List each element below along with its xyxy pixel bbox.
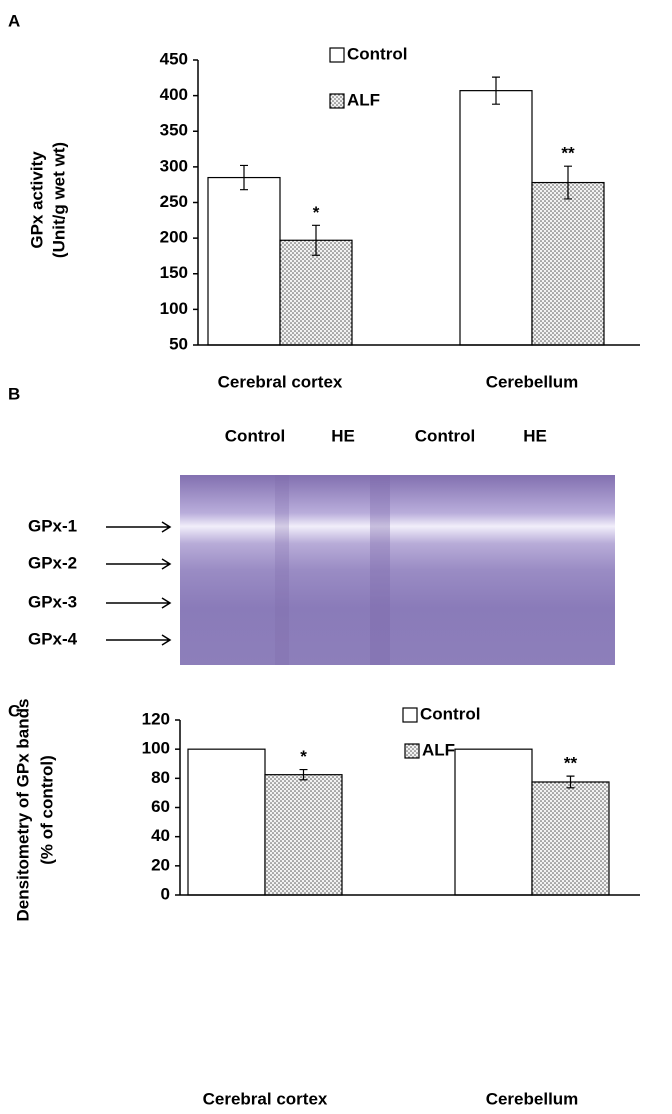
significance-mark: * — [313, 203, 320, 222]
y-axis-label: GPx activity — [27, 151, 46, 249]
legend-swatch — [329, 93, 345, 109]
arrows — [106, 521, 172, 646]
lane-label: HE — [331, 426, 355, 445]
bar — [187, 748, 266, 896]
gel-lane-gap — [275, 475, 289, 665]
band-label: GPx-1 — [28, 516, 77, 535]
error-bar — [312, 224, 320, 256]
panel-label: B — [8, 384, 20, 403]
y-tick-label: 100 — [160, 299, 188, 318]
lane-label: Control — [415, 426, 475, 445]
error-bar — [492, 76, 500, 105]
error-bar — [299, 768, 308, 781]
bar — [279, 239, 353, 346]
error-bar — [240, 164, 248, 191]
x-tick-label: Cerebral cortex — [218, 372, 343, 391]
panel-label: A — [8, 11, 20, 30]
x-tick-label: Cerebral cortex — [203, 1089, 328, 1108]
significance-mark: ** — [561, 144, 575, 163]
lane-label: HE — [523, 426, 547, 445]
bar — [454, 748, 533, 896]
legend-label: Control — [420, 704, 480, 723]
legend-label: Control — [347, 44, 407, 63]
y-axis-label: Densitometry of GPx bands — [13, 699, 32, 922]
legend-label: ALF — [347, 90, 380, 109]
y-tick-label: 350 — [160, 121, 188, 140]
error-bar — [566, 775, 575, 789]
y-tick-label: 80 — [151, 768, 170, 787]
bar — [264, 774, 343, 896]
band-label: GPx-3 — [28, 592, 77, 611]
y-axis-label: (% of control) — [37, 755, 56, 865]
x-tick-label: Cerebellum — [486, 1089, 579, 1108]
y-tick-label: 120 — [142, 709, 170, 728]
y-tick-label: 100 — [142, 739, 170, 758]
y-tick-label: 150 — [160, 263, 188, 282]
y-tick-label: 400 — [160, 85, 188, 104]
bar — [531, 781, 610, 896]
y-tick-label: 450 — [160, 49, 188, 68]
y-tick-label: 50 — [169, 334, 188, 353]
bar — [207, 176, 281, 346]
significance-mark: ** — [564, 754, 578, 773]
significance-mark: * — [300, 747, 307, 766]
y-tick-label: 40 — [151, 826, 170, 845]
gel-lane-gap — [370, 475, 390, 665]
y-tick-label: 300 — [160, 156, 188, 175]
legend-swatch — [329, 47, 345, 63]
y-tick-label: 200 — [160, 228, 188, 247]
bar-chart: A GPx activity (Unit/g wet wt) 50 100 150 200 2… — [8, 11, 640, 391]
y-axis-label: (Unit/g wet wt) — [49, 142, 68, 258]
legend-swatch — [402, 707, 418, 723]
bar — [459, 90, 533, 346]
lane-label: Control — [225, 426, 285, 445]
legend-swatch — [404, 743, 420, 759]
y-tick-label: 0 — [161, 884, 170, 903]
panel-label: C — [8, 701, 20, 720]
gel-image — [180, 475, 615, 665]
legend-label: ALF — [422, 740, 455, 759]
y-tick-label: 20 — [151, 855, 170, 874]
gel-panel: B Control HE Control HE GPx-1 GPx-2 GPx-… — [8, 384, 615, 665]
x-tick-label: Cerebellum — [486, 372, 579, 391]
y-tick-label: 60 — [151, 797, 170, 816]
band-label: GPx-2 — [28, 553, 77, 572]
error-bar — [564, 165, 572, 200]
y-tick-label: 250 — [160, 192, 188, 211]
bar — [531, 181, 605, 346]
band-label: GPx-4 — [28, 629, 78, 648]
